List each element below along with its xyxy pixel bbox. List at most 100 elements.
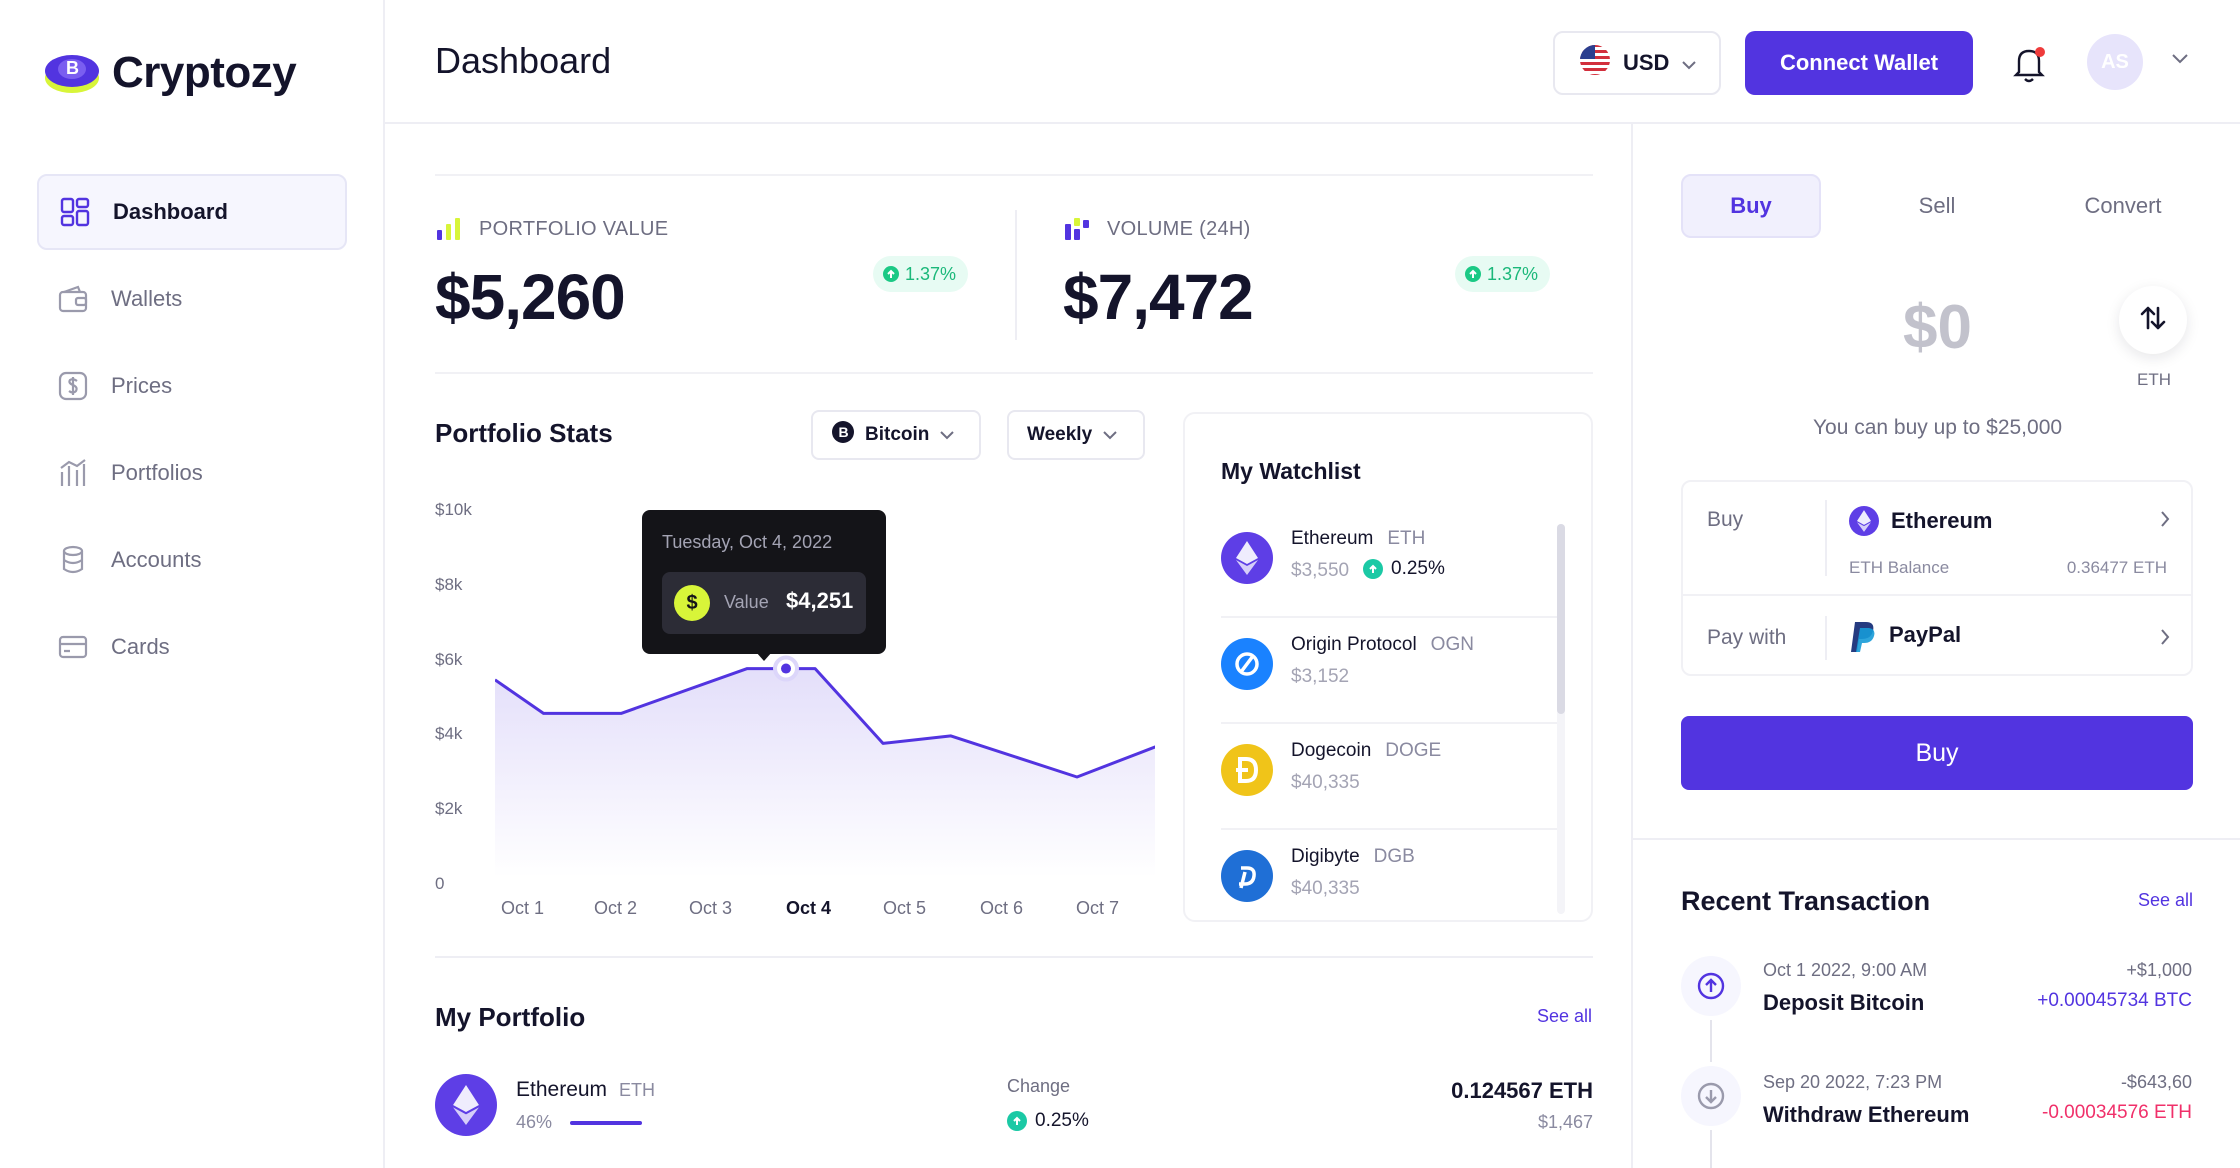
sidebar-nav: Dashboard Wallets Prices xyxy=(37,174,347,696)
header: Dashboard USD Connect Walle xyxy=(385,0,2240,124)
swap-button[interactable] xyxy=(2119,286,2187,354)
dropdown-label: Weekly xyxy=(1027,424,1093,445)
coin-name: Origin Protocol OGN xyxy=(1291,634,1474,656)
portfolio-value-stat: PORTFOLIO VALUE $5,260 1.37% xyxy=(435,176,995,376)
sidebar-item-label: Wallets xyxy=(111,286,183,311)
scrollbar-thumb[interactable] xyxy=(1557,524,1565,714)
divider xyxy=(1825,616,1827,660)
arrow-up-icon xyxy=(1363,559,1383,579)
avatar[interactable]: AS xyxy=(2087,34,2143,90)
coin-filter-dropdown[interactable]: B Bitcoin xyxy=(811,410,981,460)
transaction-name: Withdraw Ethereum xyxy=(1763,1102,1970,1127)
trade-panel: Buy Sell Convert $0 ETH You can buy up t… xyxy=(1631,124,2240,1168)
stats-card: PORTFOLIO VALUE $5,260 1.37% xyxy=(435,174,1593,374)
change-badge: 1.37% xyxy=(1455,256,1551,292)
chart-series-line xyxy=(495,667,1155,779)
logo-icon: B xyxy=(44,50,100,96)
change-value: 1.37% xyxy=(1487,263,1539,284)
logo[interactable]: B Cryptozy xyxy=(44,48,297,98)
divider xyxy=(1683,594,2191,596)
notification-dot xyxy=(2035,47,2045,57)
chevron-down-icon xyxy=(1681,50,1697,76)
bar-chart-icon xyxy=(435,216,463,247)
portfolio-stats-title: Portfolio Stats xyxy=(435,418,613,448)
tab-convert[interactable]: Convert xyxy=(2084,193,2162,218)
chevron-down-icon[interactable] xyxy=(2171,52,2189,70)
portfolio-see-all-link[interactable]: See all xyxy=(1537,1006,1593,1026)
coin-name-text: Digibyte xyxy=(1291,846,1360,867)
watchlist-item[interactable]: Dogecoin DOGE $40,335 xyxy=(1221,724,1557,830)
trade-tabs: Buy Sell Convert xyxy=(1681,174,2193,238)
recent-transaction-title: Recent Transaction xyxy=(1681,886,1931,916)
coin-ticker: ETH xyxy=(619,1080,656,1100)
logo-letter: B xyxy=(66,58,79,78)
watchlist-item[interactable]: Origin Protocol OGN $3,152 xyxy=(1221,618,1557,724)
watchlist-item[interactable]: Ethereum ETH $3,550 0.25% xyxy=(1221,512,1557,618)
sidebar-item-accounts[interactable]: Accounts xyxy=(37,522,347,598)
swap-unit: ETH xyxy=(2137,370,2171,389)
period-filter-dropdown[interactable]: Weekly xyxy=(1007,410,1145,460)
buy-details-box: Buy Ethereum ETH Balance 0.36477 ETH Pay… xyxy=(1681,480,2193,676)
chevron-right-icon xyxy=(2159,510,2171,533)
watchlist-item[interactable]: Digibyte DGB $40,335 xyxy=(1221,830,1557,920)
sidebar-item-cards[interactable]: Cards xyxy=(37,609,347,685)
coin-name: Ethereum xyxy=(1891,508,1993,533)
coin-usd-value: $1,467 xyxy=(1537,1112,1593,1132)
x-tick-label: Oct 6 xyxy=(980,898,1024,918)
coin-ticker: OGN xyxy=(1430,634,1474,655)
coin-ticker: ETH xyxy=(1387,528,1426,549)
transactions-see-all-link[interactable]: See all xyxy=(2138,890,2194,910)
coin-price: $3,152 xyxy=(1291,666,1350,687)
database-icon xyxy=(57,544,89,576)
x-tick-label: Oct 4 xyxy=(786,898,832,918)
transaction-crypto: +0.00045734 BTC xyxy=(2037,990,2192,1011)
coin-icon: $ xyxy=(674,585,710,621)
currency-select[interactable]: USD xyxy=(1553,31,1721,95)
timeline-line xyxy=(1710,1130,1712,1168)
coin-name-text: Ethereum xyxy=(516,1078,608,1101)
amount-input[interactable]: $0 xyxy=(1903,293,1972,362)
transaction-date: Sep 20 2022, 7:23 PM xyxy=(1763,1072,1943,1092)
pay-with-label: Pay with xyxy=(1707,626,1787,649)
paypal-icon xyxy=(1849,620,1877,659)
portfolio-chart[interactable] xyxy=(495,504,1155,904)
payment-method-name: PayPal xyxy=(1889,622,1962,647)
y-tick-label: $6k xyxy=(435,650,463,669)
chart-tooltip: Tuesday, Oct 4, 2022 $ Value $4,251 xyxy=(642,510,886,661)
notification-bell-icon[interactable] xyxy=(2011,44,2047,84)
dogecoin-icon xyxy=(1221,744,1273,796)
ethereum-icon xyxy=(435,1074,497,1136)
tooltip-value: $4,251 xyxy=(786,588,854,613)
app-name: Cryptozy xyxy=(112,48,297,97)
tooltip-pointer xyxy=(756,652,772,661)
tooltip-value-box: $ Value $4,251 xyxy=(662,572,866,634)
watchlist-card: My Watchlist Ethereum ETH $3,550 0.25% xyxy=(1183,412,1593,922)
sidebar-item-label: Portfolios xyxy=(111,460,203,485)
sidebar-item-label: Cards xyxy=(111,634,170,659)
sidebar-item-wallets[interactable]: Wallets xyxy=(37,261,347,337)
coin-name: Ethereum ETH xyxy=(1291,528,1425,550)
watchlist-title: My Watchlist xyxy=(1221,458,1361,484)
sidebar-item-portfolios[interactable]: Portfolios xyxy=(37,435,347,511)
balance-value: 0.36477 ETH xyxy=(2066,558,2167,577)
buy-limit-text: You can buy up to $25,000 xyxy=(1812,416,2063,439)
tab-buy[interactable]: Buy xyxy=(1681,174,1821,238)
arrow-up-icon xyxy=(1007,1111,1027,1131)
portfolio-share-bar xyxy=(570,1121,642,1125)
transaction-crypto: -0.00034576 ETH xyxy=(2042,1102,2192,1123)
watchlist-scrollbar[interactable] xyxy=(1557,524,1565,914)
portfolio-percent: 46% xyxy=(516,1112,553,1132)
coin-name-text: Ethereum xyxy=(1291,528,1374,549)
change-value: 0.25% xyxy=(1035,1110,1089,1131)
stat-label: PORTFOLIO VALUE xyxy=(479,218,669,240)
coin-name: Digibyte DGB xyxy=(1291,846,1415,868)
tab-sell[interactable]: Sell xyxy=(1918,193,1956,218)
sidebar-item-dashboard[interactable]: Dashboard xyxy=(37,174,347,250)
coin-change: 0.25% xyxy=(1363,558,1445,580)
sidebar-item-prices[interactable]: Prices xyxy=(37,348,347,424)
connect-wallet-button[interactable]: Connect Wallet xyxy=(1745,31,1973,95)
coin-price: $3,550 xyxy=(1291,560,1350,581)
coin-name: Dogecoin DOGE xyxy=(1291,740,1441,762)
buy-button[interactable]: Buy xyxy=(1681,716,2193,790)
coin-name: Ethereum ETH xyxy=(516,1078,655,1102)
